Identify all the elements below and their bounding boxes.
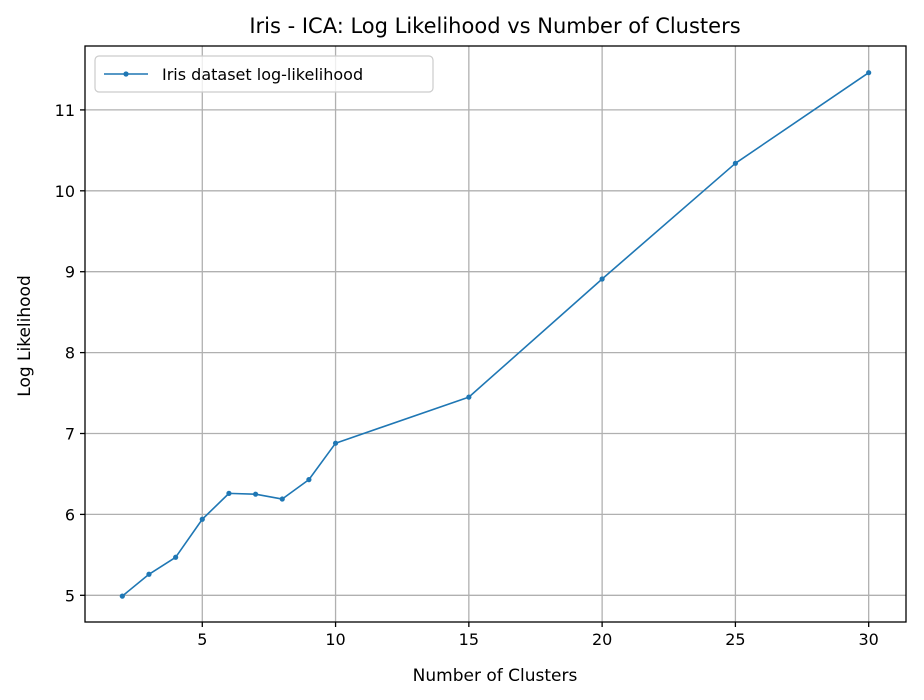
data-point <box>146 571 152 577</box>
plot-area-frame <box>84 45 907 623</box>
y-tick-label: 7 <box>65 425 75 444</box>
data-point <box>306 477 312 483</box>
y-tick-label: 11 <box>55 101 75 120</box>
chart-title: Iris - ICA: Log Likelihood vs Number of … <box>249 14 740 38</box>
data-point <box>119 593 125 599</box>
data-point <box>199 516 205 522</box>
legend-label: Iris dataset log-likelihood <box>162 65 363 84</box>
data-point <box>732 160 739 166</box>
legend-box <box>94 55 434 93</box>
data-point <box>226 490 232 496</box>
data-point <box>252 491 259 497</box>
x-axis-label: Number of Clusters <box>413 666 578 686</box>
data-point <box>599 276 605 282</box>
x-tick-label: 15 <box>459 630 479 649</box>
x-tick-label: 20 <box>592 630 612 649</box>
y-tick-label: 10 <box>55 182 75 201</box>
y-tick-label: 6 <box>65 505 75 524</box>
y-axis-label: Log Likelihood <box>15 275 35 396</box>
legend-marker-swatch <box>123 71 129 77</box>
axis-ticks: 5 10 15 20 25 30 5 6 7 8 9 10 11 <box>55 101 879 649</box>
x-tick-label: 5 <box>197 630 207 649</box>
data-point <box>173 554 179 560</box>
x-tick-label: 25 <box>725 630 745 649</box>
data-point <box>332 440 339 446</box>
x-tick-label: 10 <box>325 630 345 649</box>
data-point <box>279 496 285 502</box>
y-tick-label: 5 <box>65 586 75 605</box>
y-tick-label: 9 <box>65 263 75 282</box>
data-point <box>866 70 872 76</box>
legend: Iris dataset log-likelihood <box>94 55 434 93</box>
grid-lines <box>85 46 906 622</box>
y-tick-label: 8 <box>65 344 75 363</box>
data-point <box>466 394 472 400</box>
x-tick-label: 30 <box>859 630 879 649</box>
series-layer <box>119 70 872 599</box>
